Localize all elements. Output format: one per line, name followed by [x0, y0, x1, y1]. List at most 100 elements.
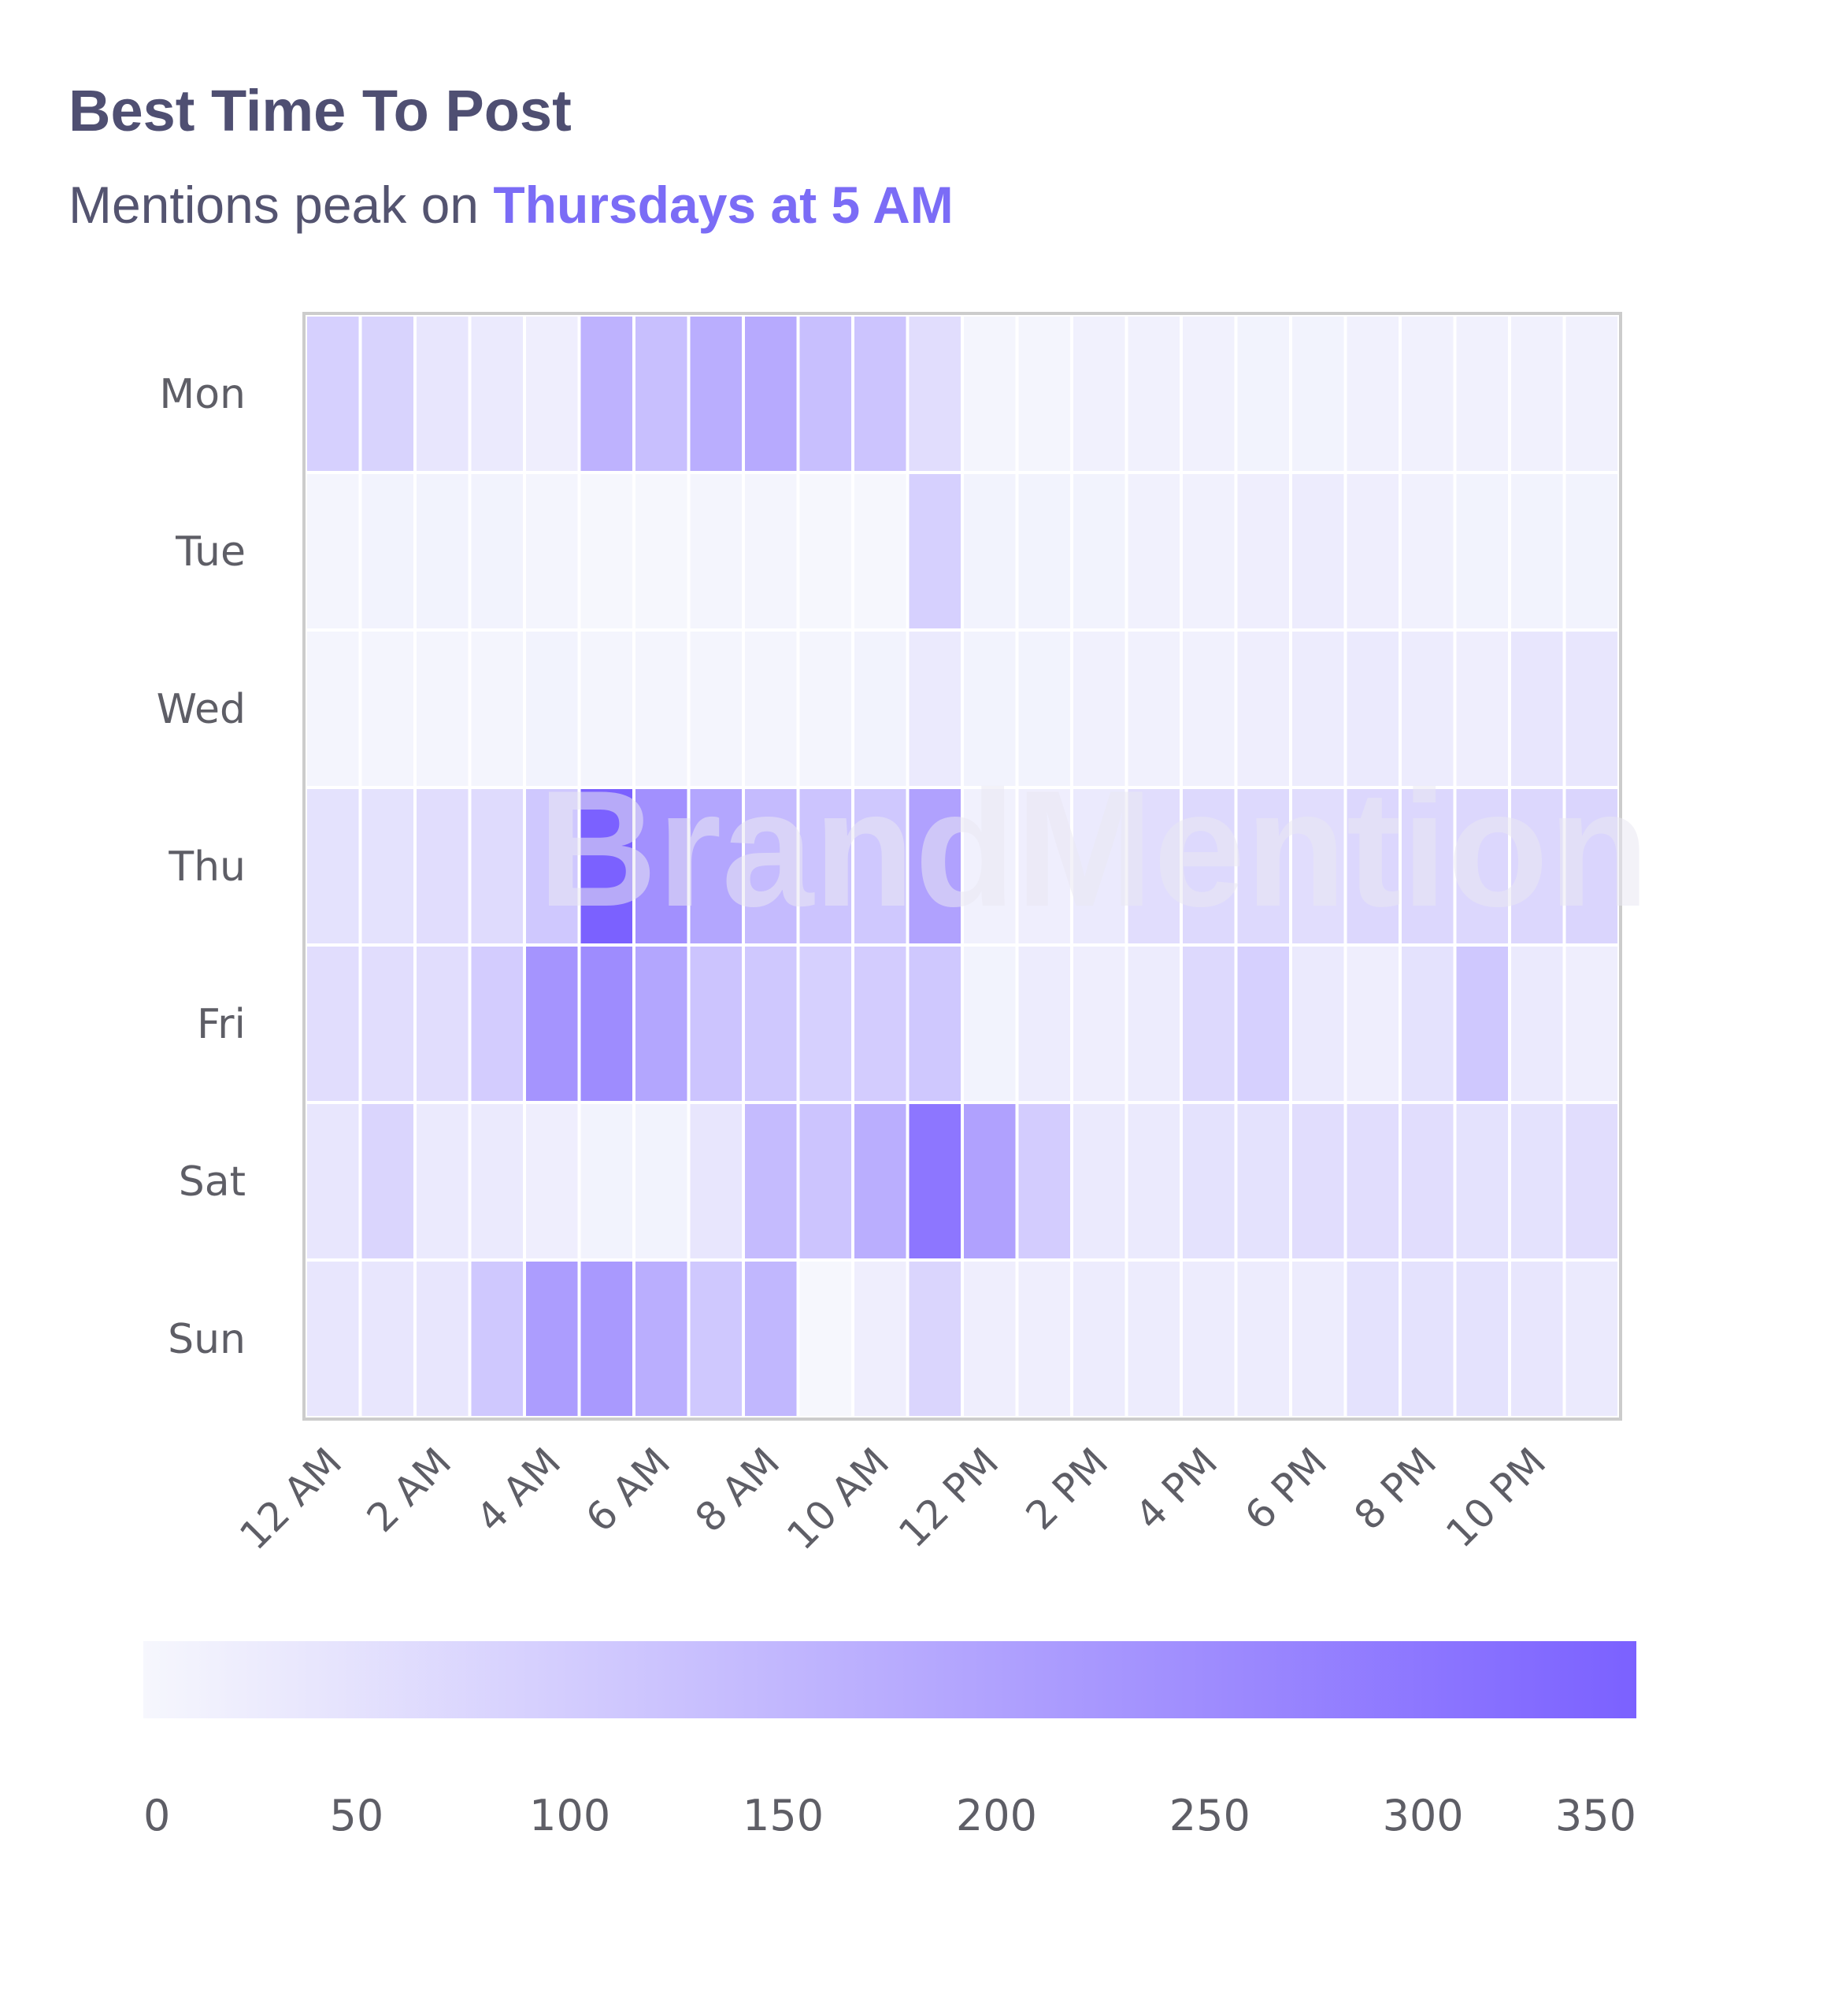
heatmap-cell-thu-19[interactable]	[1343, 786, 1402, 947]
heatmap-cell-tue-6[interactable]	[632, 471, 691, 632]
heatmap-cell-fri-18[interactable]	[1289, 943, 1347, 1104]
heatmap-cell-tue-1[interactable]	[358, 471, 417, 632]
heatmap-cell-thu-20[interactable]	[1399, 786, 1457, 947]
heatmap-cell-sat-3[interactable]	[468, 1101, 526, 1262]
heatmap-cell-sun-6[interactable]	[632, 1258, 691, 1419]
heatmap-cell-sun-15[interactable]	[1124, 1258, 1183, 1419]
heatmap-cell-sat-11[interactable]	[906, 1101, 964, 1262]
heatmap-cell-tue-17[interactable]	[1234, 471, 1292, 632]
heatmap-cell-fri-11[interactable]	[906, 943, 964, 1104]
heatmap-cell-wed-23[interactable]	[1562, 628, 1621, 789]
heatmap-cell-mon-20[interactable]	[1399, 313, 1457, 474]
heatmap-cell-fri-19[interactable]	[1343, 943, 1402, 1104]
heatmap-cell-tue-19[interactable]	[1343, 471, 1402, 632]
heatmap-cell-fri-22[interactable]	[1508, 943, 1566, 1104]
heatmap-cell-fri-6[interactable]	[632, 943, 691, 1104]
heatmap-cell-mon-15[interactable]	[1124, 313, 1183, 474]
heatmap-cell-tue-23[interactable]	[1562, 471, 1621, 632]
heatmap-cell-thu-12[interactable]	[961, 786, 1019, 947]
heatmap-cell-sat-5[interactable]	[577, 1101, 635, 1262]
heatmap-cell-tue-13[interactable]	[1015, 471, 1073, 632]
heatmap-cell-fri-10[interactable]	[851, 943, 910, 1104]
heatmap-cell-sun-12[interactable]	[961, 1258, 1019, 1419]
heatmap-cell-fri-12[interactable]	[961, 943, 1019, 1104]
heatmap-cell-tue-5[interactable]	[577, 471, 635, 632]
heatmap-cell-sat-21[interactable]	[1453, 1101, 1511, 1262]
heatmap-cell-tue-14[interactable]	[1070, 471, 1128, 632]
heatmap-cell-sun-18[interactable]	[1289, 1258, 1347, 1419]
heatmap-cell-sun-21[interactable]	[1453, 1258, 1511, 1419]
heatmap-cell-fri-13[interactable]	[1015, 943, 1073, 1104]
heatmap-cell-sat-2[interactable]	[413, 1101, 472, 1262]
heatmap-cell-sun-11[interactable]	[906, 1258, 964, 1419]
heatmap-cell-tue-7[interactable]	[687, 471, 745, 632]
heatmap-cell-sat-6[interactable]	[632, 1101, 691, 1262]
heatmap-cell-mon-7[interactable]	[687, 313, 745, 474]
heatmap-cell-tue-4[interactable]	[523, 471, 581, 632]
heatmap-cell-wed-2[interactable]	[413, 628, 472, 789]
heatmap-cell-sun-17[interactable]	[1234, 1258, 1292, 1419]
heatmap-cell-mon-10[interactable]	[851, 313, 910, 474]
heatmap-cell-sun-22[interactable]	[1508, 1258, 1566, 1419]
heatmap-cell-wed-15[interactable]	[1124, 628, 1183, 789]
heatmap-cell-mon-21[interactable]	[1453, 313, 1511, 474]
heatmap-cell-mon-2[interactable]	[413, 313, 472, 474]
heatmap-cell-fri-16[interactable]	[1180, 943, 1238, 1104]
heatmap-cell-sat-18[interactable]	[1289, 1101, 1347, 1262]
heatmap-cell-sun-23[interactable]	[1562, 1258, 1621, 1419]
heatmap-cell-sun-4[interactable]	[523, 1258, 581, 1419]
heatmap-cell-sun-13[interactable]	[1015, 1258, 1073, 1419]
heatmap-cell-sat-4[interactable]	[523, 1101, 581, 1262]
heatmap-cell-tue-10[interactable]	[851, 471, 910, 632]
heatmap-cell-mon-11[interactable]	[906, 313, 964, 474]
heatmap-cell-sat-8[interactable]	[742, 1101, 800, 1262]
heatmap-cell-sat-1[interactable]	[358, 1101, 417, 1262]
heatmap-cell-sat-12[interactable]	[961, 1101, 1019, 1262]
heatmap-cell-fri-1[interactable]	[358, 943, 417, 1104]
heatmap-cell-mon-22[interactable]	[1508, 313, 1566, 474]
heatmap-cell-sat-0[interactable]	[304, 1101, 362, 1262]
heatmap-cell-sun-14[interactable]	[1070, 1258, 1128, 1419]
heatmap-cell-mon-14[interactable]	[1070, 313, 1128, 474]
heatmap-cell-wed-14[interactable]	[1070, 628, 1128, 789]
heatmap-cell-mon-1[interactable]	[358, 313, 417, 474]
heatmap-cell-mon-4[interactable]	[523, 313, 581, 474]
heatmap-cell-sat-17[interactable]	[1234, 1101, 1292, 1262]
heatmap-cell-tue-0[interactable]	[304, 471, 362, 632]
heatmap-cell-fri-8[interactable]	[742, 943, 800, 1104]
heatmap-cell-wed-6[interactable]	[632, 628, 691, 789]
heatmap-cell-tue-22[interactable]	[1508, 471, 1566, 632]
heatmap-cell-tue-2[interactable]	[413, 471, 472, 632]
heatmap-cell-sun-9[interactable]	[796, 1258, 854, 1419]
heatmap-cell-sun-8[interactable]	[742, 1258, 800, 1419]
heatmap-cell-sun-5[interactable]	[577, 1258, 635, 1419]
heatmap-cell-mon-13[interactable]	[1015, 313, 1073, 474]
heatmap-cell-wed-17[interactable]	[1234, 628, 1292, 789]
heatmap-cell-mon-18[interactable]	[1289, 313, 1347, 474]
heatmap-cell-fri-4[interactable]	[523, 943, 581, 1104]
heatmap-cell-wed-9[interactable]	[796, 628, 854, 789]
heatmap-cell-sat-10[interactable]	[851, 1101, 910, 1262]
heatmap-cell-wed-4[interactable]	[523, 628, 581, 789]
heatmap-cell-mon-6[interactable]	[632, 313, 691, 474]
heatmap-cell-wed-0[interactable]	[304, 628, 362, 789]
heatmap-cell-mon-12[interactable]	[961, 313, 1019, 474]
heatmap-cell-fri-9[interactable]	[796, 943, 854, 1104]
heatmap-cell-fri-17[interactable]	[1234, 943, 1292, 1104]
heatmap-cell-thu-11[interactable]	[906, 786, 964, 947]
heatmap-cell-sun-3[interactable]	[468, 1258, 526, 1419]
heatmap-cell-tue-18[interactable]	[1289, 471, 1347, 632]
heatmap-cell-wed-1[interactable]	[358, 628, 417, 789]
heatmap-cell-thu-1[interactable]	[358, 786, 417, 947]
heatmap-cell-mon-0[interactable]	[304, 313, 362, 474]
heatmap-cell-sun-16[interactable]	[1180, 1258, 1238, 1419]
heatmap-cell-mon-23[interactable]	[1562, 313, 1621, 474]
heatmap-cell-fri-2[interactable]	[413, 943, 472, 1104]
heatmap-cell-tue-8[interactable]	[742, 471, 800, 632]
heatmap-cell-mon-17[interactable]	[1234, 313, 1292, 474]
heatmap-cell-fri-3[interactable]	[468, 943, 526, 1104]
heatmap-cell-thu-23[interactable]	[1562, 786, 1621, 947]
heatmap-cell-sun-0[interactable]	[304, 1258, 362, 1419]
heatmap-cell-sat-7[interactable]	[687, 1101, 745, 1262]
heatmap-cell-mon-16[interactable]	[1180, 313, 1238, 474]
